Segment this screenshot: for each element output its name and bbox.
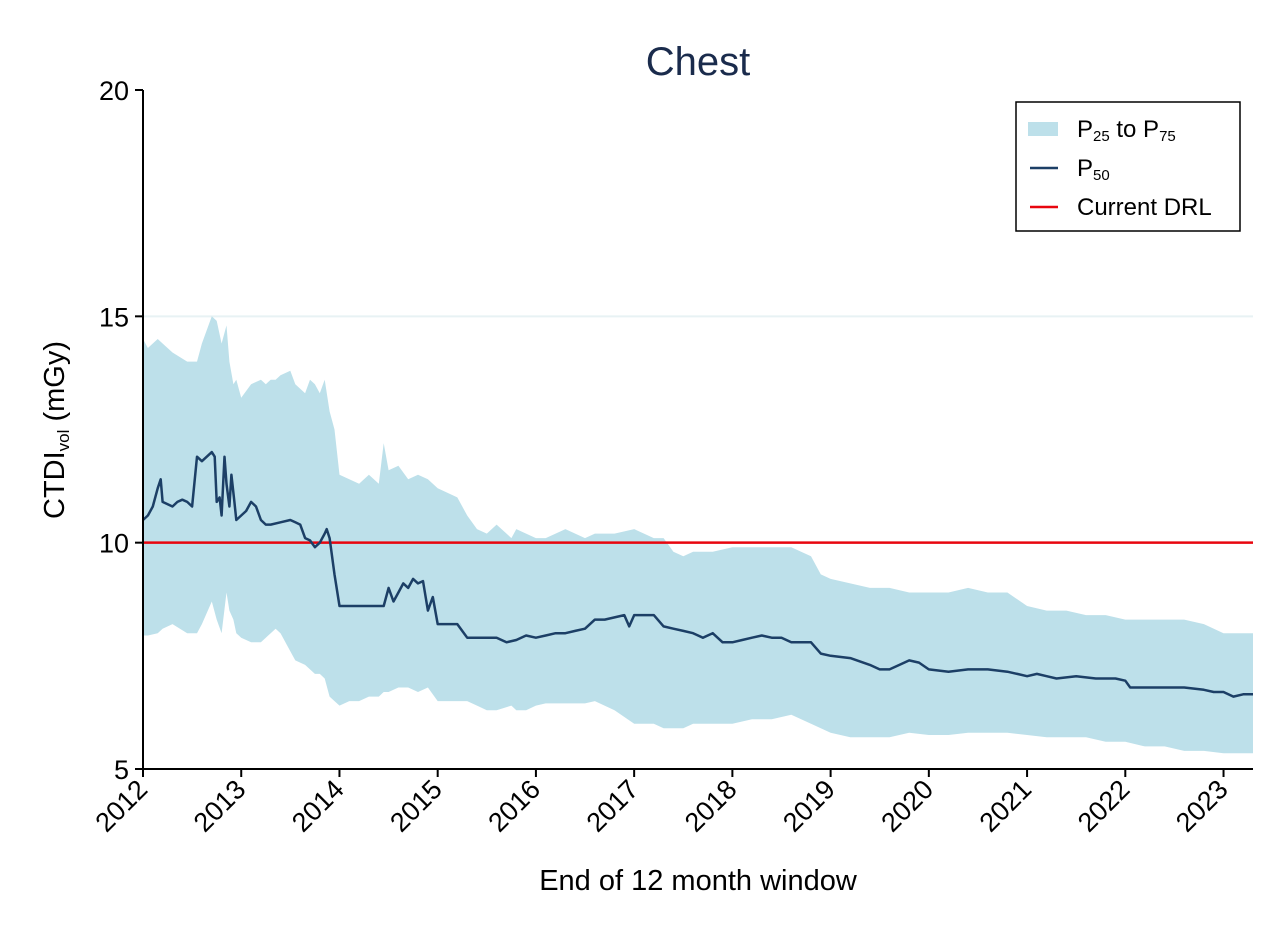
y-tick-label-1: 10 (99, 529, 129, 559)
x-tick-label-5: 2017 (581, 774, 645, 838)
band-layer (143, 316, 1253, 754)
x-axis-label: End of 12 month window (539, 865, 858, 897)
axes-layer (142, 90, 1253, 770)
legend: P25 to P75 P50 Current DRL (1015, 101, 1241, 232)
x-tick-label-11: 2023 (1170, 774, 1234, 838)
y-axis-label: CTDIvol (mGy) (39, 341, 73, 519)
legend-label-median: P50 (1077, 155, 1110, 184)
x-tick-label-8: 2020 (875, 774, 939, 838)
x-tick-label-2: 2014 (286, 774, 350, 838)
legend-swatch-band (1028, 122, 1058, 136)
x-tick-label-1: 2013 (188, 774, 252, 838)
legend-label-band: P25 to P75 (1077, 116, 1176, 145)
chart-title: Chest (646, 40, 751, 84)
y-axis-label-sub: vol (54, 430, 73, 452)
y-tick-label-2: 15 (99, 302, 129, 332)
x-tick-label-0: 2012 (90, 774, 154, 838)
median-layer (142, 450, 1253, 698)
legend-label-drl: Current DRL (1077, 194, 1212, 221)
x-tick-label-4: 2016 (482, 774, 546, 838)
iqr-band (143, 316, 1253, 754)
x-tick-label-3: 2015 (384, 774, 448, 838)
y-tick-label-3: 20 (99, 76, 129, 106)
x-tick-label-6: 2018 (679, 774, 743, 838)
y-axis-label-unit: (mGy) (39, 341, 71, 430)
y-tick-label-0: 5 (114, 755, 129, 785)
x-tick-label-10: 2022 (1072, 774, 1136, 838)
y-axis-label-main: CTDI (39, 451, 71, 519)
median-line (142, 450, 1253, 698)
x-tick-label-9: 2021 (974, 774, 1038, 838)
x-tick-label-7: 2019 (777, 774, 841, 838)
